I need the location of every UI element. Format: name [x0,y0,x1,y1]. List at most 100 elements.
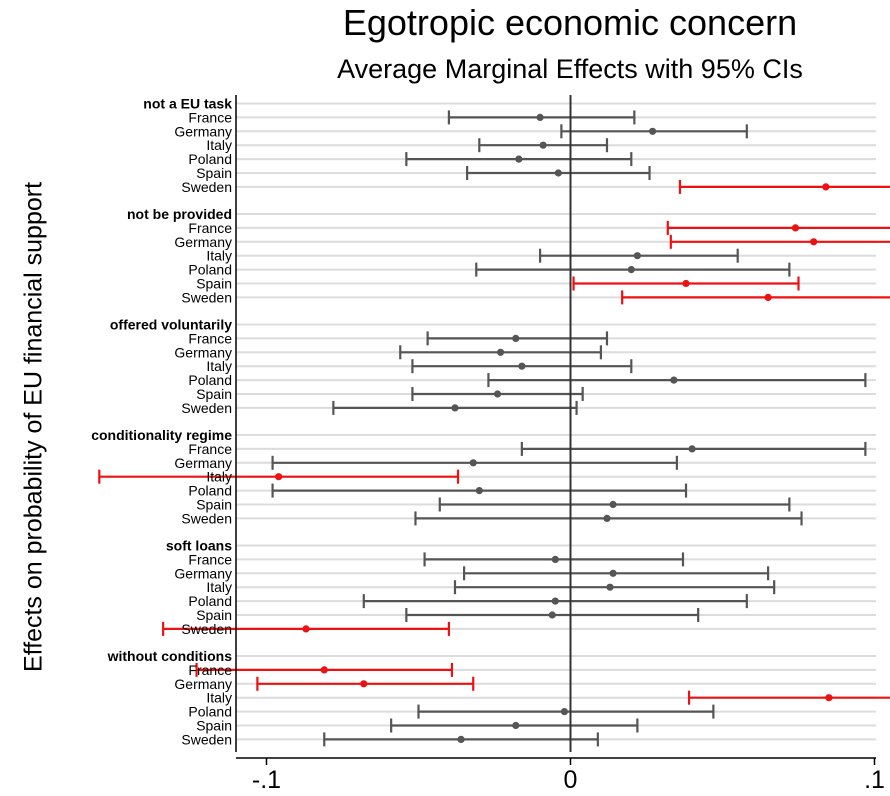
error-bar [411,387,584,401]
error-bar [390,718,639,733]
point-estimate [603,514,611,523]
row-label: Germany [174,565,232,581]
gridlines [236,102,876,741]
row-label: Poland [188,151,232,167]
row-label: Italy [206,248,232,264]
error-bar [405,608,700,622]
point-estimate [512,721,520,730]
error-bar [411,359,633,374]
row-label: Italy [206,137,232,153]
labels: not a EU taskFranceGermanyItalyPolandSpa… [91,96,885,795]
error-bar [572,276,800,291]
error-bar [271,455,679,470]
error-bar [332,400,578,415]
row-label: Spain [196,718,232,734]
row-label: Sweden [181,179,232,195]
point-estimate [609,500,617,509]
point-estimate [627,266,635,274]
row-label: Germany [174,123,232,139]
point-estimate [551,597,559,605]
error-bar [195,662,454,677]
point-estimate [496,348,505,356]
x-tick-label: -.1 [252,766,281,794]
error-bar [475,262,791,277]
point-estimate [275,473,283,481]
point-estimate [475,487,483,495]
row-label: Poland [188,262,232,278]
row-label: France [188,441,232,457]
error-bar [453,580,776,595]
point-estimate [560,708,569,716]
point-estimate [493,390,502,398]
row-label: Sweden [181,510,232,526]
point-estimate [515,155,523,163]
point-estimate [536,113,544,121]
error-bar [271,483,688,498]
point-estimate [539,141,547,149]
row-label: Spain [196,165,232,181]
error-bar [362,594,748,609]
error-bar [678,179,890,194]
point-estimate [791,224,800,232]
chart-title: Egotropic economic concern [342,2,798,43]
error-bar [414,511,803,526]
row-label: France [188,551,232,567]
point-estimate [825,694,833,702]
row-label: Italy [206,579,232,595]
error-bar [478,138,609,153]
row-label: Spain [196,497,232,513]
error-bar [423,552,685,567]
row-label: France [188,662,232,678]
row-label: Spain [196,386,232,402]
error-bar [520,441,867,456]
group-label: offered voluntarily [110,317,232,333]
group-label: without conditions [107,648,233,664]
error-bar [560,124,748,139]
point-estimate [609,569,617,577]
error-bar [687,690,890,705]
error-bar [669,234,890,249]
point-estimate [670,376,678,384]
row-label: Poland [188,593,232,609]
error-bar [447,110,636,125]
row-label: Sweden [181,400,232,416]
error-bar [417,704,715,719]
point-estimate [518,362,526,370]
x-tick-label: .1 [864,766,885,794]
group-label: conditionality regime [91,427,232,443]
error-bar [466,166,651,180]
error-bar [487,373,867,388]
row-label: Poland [188,372,232,388]
row-label: Spain [196,607,232,623]
error-bar [438,497,791,512]
row-label: France [188,220,232,236]
row-label: Sweden [181,621,232,637]
row-label: Spain [196,276,232,292]
row-label: Italy [206,690,232,706]
point-estimate [554,169,562,177]
group-label: soft loans [166,538,232,554]
point-estimate [469,459,477,467]
point-estimate [682,279,690,288]
error-bar [426,331,609,346]
row-label: Italy [206,469,232,485]
row-label: Germany [174,234,232,250]
error-bar [463,566,770,581]
error-bar [162,621,450,636]
error-bar [98,469,460,484]
point-estimate [551,555,559,564]
point-estimate [648,127,657,135]
row-label: Germany [174,344,232,360]
row-label: France [188,109,232,125]
group-label: not be provided [127,206,232,222]
row-label: Poland [188,704,232,720]
point-estimate [360,680,368,688]
error-bar [405,152,633,167]
point-estimate [606,583,614,591]
marks [98,110,890,747]
point-estimate [302,625,310,633]
point-estimate [810,238,818,246]
error-bar [256,676,475,691]
point-estimate [688,445,696,453]
